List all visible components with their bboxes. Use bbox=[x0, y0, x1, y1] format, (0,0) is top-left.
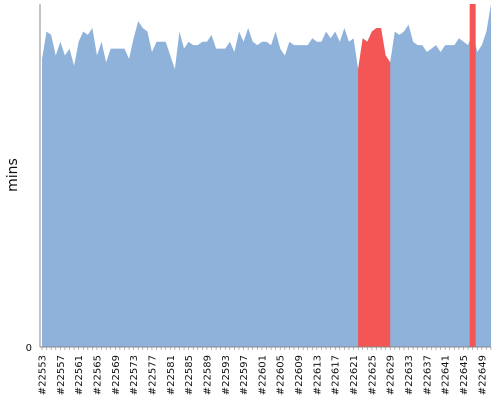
x-tick-label: #22593 bbox=[221, 355, 232, 395]
x-tick-label: #22565 bbox=[92, 355, 103, 395]
x-tick-label: #22589 bbox=[202, 355, 213, 395]
y-axis-label: mins bbox=[5, 158, 21, 192]
x-tick-label: #22613 bbox=[312, 355, 323, 395]
x-tick-label: #22617 bbox=[331, 355, 342, 395]
x-tick-label: #22557 bbox=[56, 355, 67, 395]
x-tick-label: #22601 bbox=[257, 355, 268, 395]
x-tick-label: #22569 bbox=[111, 355, 122, 395]
x-tick-label: #22637 bbox=[422, 355, 433, 395]
x-axis-ticks: #22553 #22557 #22561 #22565 #22569 #22573 #225… bbox=[38, 355, 489, 395]
series-layer bbox=[42, 4, 491, 347]
x-tick-label: #22625 bbox=[367, 355, 378, 395]
x-tick-label: #22573 bbox=[129, 355, 140, 395]
series-area bbox=[42, 4, 491, 347]
x-tick-label: #22629 bbox=[386, 355, 397, 395]
x-tick-label: #22649 bbox=[477, 355, 488, 395]
x-minor-ticks bbox=[41, 347, 492, 350]
y-axis-ticks: 0 bbox=[26, 343, 32, 354]
x-tick-label: #22585 bbox=[184, 355, 195, 395]
x-tick-label: #22561 bbox=[74, 355, 85, 395]
x-tick-label: #22581 bbox=[166, 355, 177, 395]
x-tick-label: #22633 bbox=[404, 355, 415, 395]
highlight-area-1 bbox=[358, 28, 391, 347]
x-tick-label: #22641 bbox=[441, 355, 452, 395]
y-tick-label: 0 bbox=[26, 343, 32, 354]
x-tick-label: #22645 bbox=[459, 355, 470, 395]
x-tick-label: #22577 bbox=[147, 355, 158, 395]
highlight-area-2 bbox=[469, 4, 476, 347]
x-tick-label: #22609 bbox=[294, 355, 305, 395]
x-tick-label: #22597 bbox=[239, 355, 250, 395]
x-tick-label: #22553 bbox=[38, 355, 49, 395]
x-tick-label: #22621 bbox=[349, 355, 360, 395]
x-tick-label: #22605 bbox=[276, 355, 287, 395]
